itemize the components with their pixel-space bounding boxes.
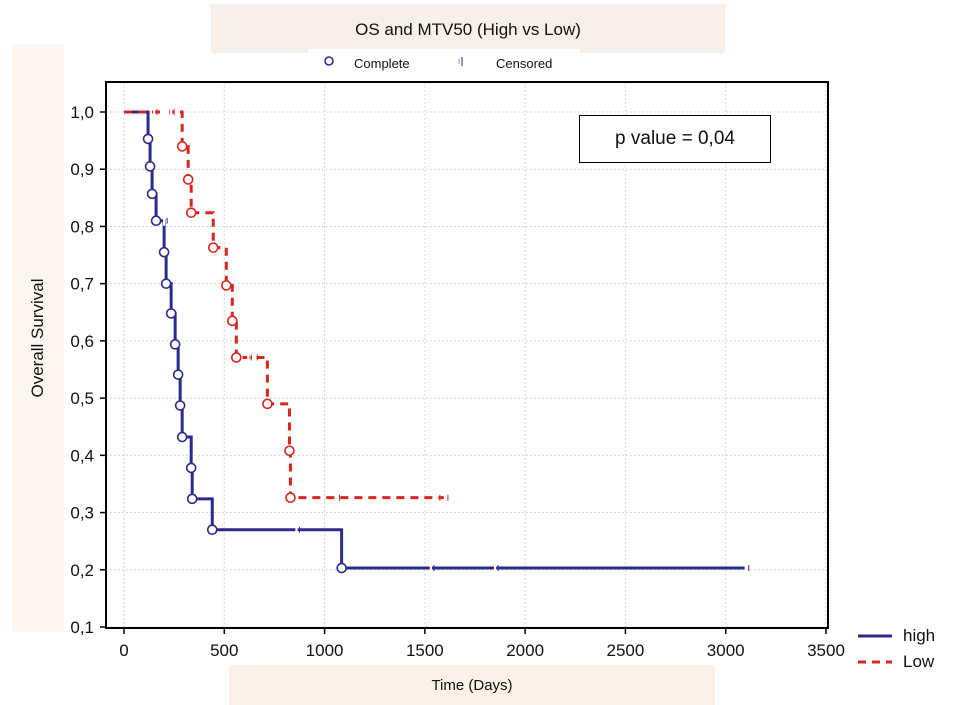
x-axis-label-background [229,665,715,705]
event-marker-low [285,492,296,503]
y-tick-label: 0,7 [70,275,94,294]
title-background [211,4,725,53]
event-marker-high [336,562,347,574]
event-marker-low [227,315,238,327]
legend-high-label: high [903,626,936,645]
plot-frame [105,81,829,629]
y-tick-label: 1,0 [70,103,94,122]
y-tick-label: 0,1 [70,618,94,637]
event-marker-high [186,493,198,505]
x-tick-label: 3000 [707,641,745,660]
event-marker-high [160,278,172,289]
event-marker-high [206,524,218,536]
event-marker-low [176,141,188,152]
x-axis-label: Time (Days) [431,677,513,694]
y-tick-label: 0,8 [70,217,94,236]
marker-legend-background [308,49,580,77]
p-value-annotation: p value = 0,04 [579,115,771,163]
legend-complete-label: Complete [354,56,410,71]
event-marker-high [176,431,188,443]
legend-low-label: Low [903,652,935,671]
event-marker-high [144,161,156,172]
y-tick-label: 0,6 [70,332,94,351]
x-tick-label: 0 [119,641,128,660]
event-marker-low [231,352,242,363]
event-marker-high [172,369,184,380]
x-tick-label: 2000 [506,641,544,660]
event-marker-low [207,242,219,253]
event-marker-low [220,280,232,291]
event-marker-high [185,462,197,474]
x-tick-label: 1500 [406,641,444,660]
legend-complete-marker [324,56,334,66]
legend-censored-label: Censored [496,56,553,71]
plot-area [106,82,828,628]
x-tick-label: 2500 [607,641,645,660]
x-tick-label: 500 [210,641,238,660]
y-tick-label: 0,9 [70,160,94,179]
event-marker-low [262,398,273,410]
event-marker-high [142,133,154,145]
chart-title: OS and MTV50 (High vs Low) [355,20,581,39]
x-tick-label: 3500 [807,641,845,660]
event-marker-high [169,339,181,350]
event-marker-high [150,215,162,227]
survival-curve-low [124,110,445,500]
event-marker-high [146,188,158,200]
event-marker-high [174,400,186,411]
x-tick-label: 1000 [306,641,344,660]
y-axis-label-background [12,44,64,632]
y-tick-label: 0,4 [70,446,94,465]
y-tick-label: 0,3 [70,504,94,523]
event-marker-high [165,308,177,319]
y-tick-label: 0,2 [70,561,94,580]
event-marker-low [284,445,295,457]
event-marker-low [182,174,194,185]
event-marker-low [185,207,197,219]
y-axis-label: Overall Survival [28,278,47,398]
y-tick-label: 0,5 [70,389,94,408]
event-marker-high [158,246,170,258]
